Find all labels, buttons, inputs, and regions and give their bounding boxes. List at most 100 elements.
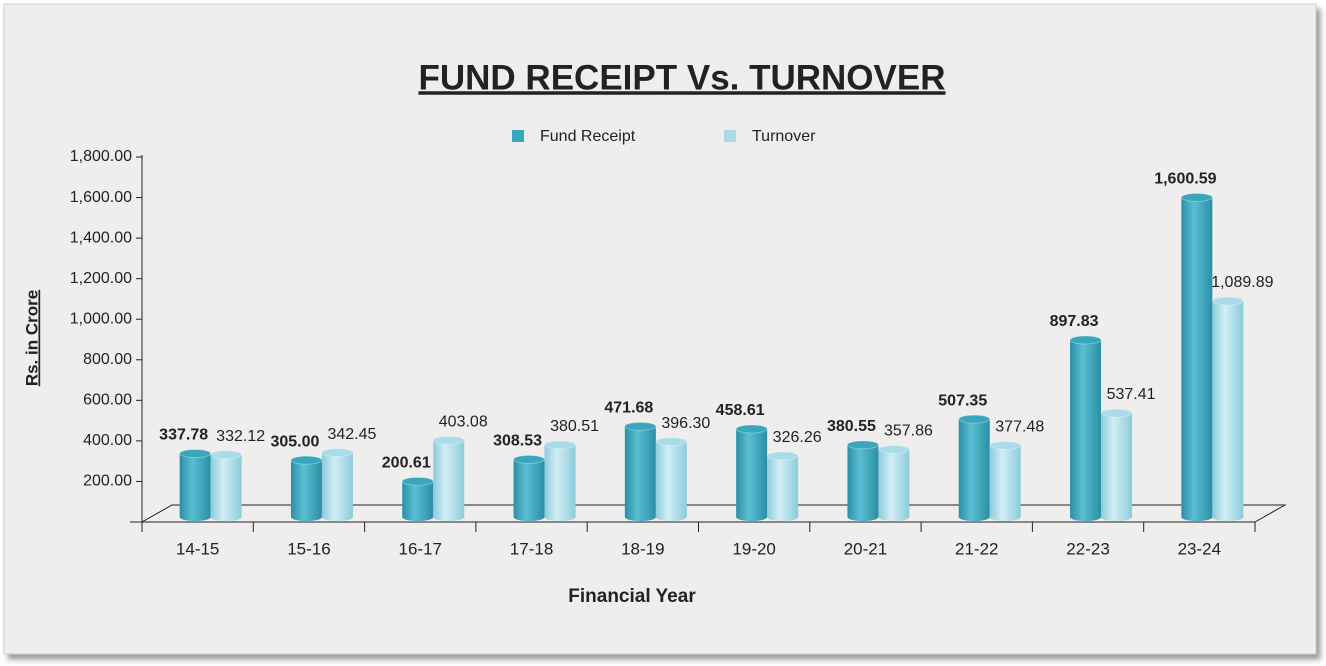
bar [878,449,910,517]
value-label: 403.08 [439,413,488,430]
value-label: 380.55 [827,418,876,435]
y-tick-label: 200.00 [83,473,132,490]
value-label: 537.41 [1107,386,1156,403]
x-axis-title: Financial Year [568,586,696,607]
bar [624,426,656,517]
bar [1101,413,1133,517]
value-label: 305.00 [270,433,319,450]
bar [290,460,322,517]
value-label: 342.45 [327,426,376,443]
value-label: 1,600.59 [1154,171,1216,188]
bar-cap [401,476,434,486]
bar [544,444,576,517]
x-tick-label: 23-24 [1178,539,1221,558]
bar [767,455,799,517]
bar-base [290,513,322,521]
bar-cap [432,435,465,445]
bar [1070,339,1102,517]
value-label: 326.26 [773,429,822,446]
bar [513,459,545,517]
bar-base [736,513,768,521]
bar [1181,197,1213,517]
panel [3,3,1317,655]
bar-base [513,513,545,521]
legend-swatch [512,130,524,142]
bar-base [433,513,465,521]
bar-cap [1100,408,1133,418]
bar-cap [655,437,688,447]
value-label: 1,089.89 [1211,274,1273,291]
value-label: 308.53 [493,433,542,450]
y-tick-label: 800.00 [83,351,132,368]
x-tick-label: 21-22 [955,539,998,558]
bar-cap [179,449,212,459]
bar-base [402,513,434,521]
bar [402,481,434,517]
chart-title: FUND RECEIPT Vs. TURNOVER [419,58,946,97]
bar-base [847,513,879,521]
legend-label: Fund Receipt [540,128,636,145]
bar-cap [544,440,577,450]
bar-cap [735,424,768,434]
x-tick-label: 15-16 [287,539,330,558]
bar-cap [321,448,354,458]
bar-cap [989,440,1022,450]
y-tick-label: 400.00 [83,432,132,449]
value-label: 200.61 [382,455,431,472]
y-tick-label: 1,600.00 [70,189,132,206]
bar [433,440,465,517]
x-tick-label: 17-18 [510,539,553,558]
value-label: 897.83 [1050,313,1099,330]
bar [210,454,242,517]
y-tick-label: 600.00 [83,392,132,409]
bar [958,419,990,517]
x-tick-label: 19-20 [732,539,775,558]
bar [321,452,353,517]
bar-base [210,513,242,521]
value-label: 396.30 [661,415,710,432]
bar-cap [290,455,323,465]
bar-base [989,513,1021,521]
x-tick-label: 18-19 [621,539,664,558]
bar-cap [210,450,243,460]
bar-cap [1211,296,1244,306]
value-label: 377.48 [995,419,1044,436]
y-tick-label: 1,200.00 [70,270,132,287]
y-tick-label: 1,400.00 [70,229,132,246]
bar-cap [513,454,546,464]
value-label: 507.35 [938,392,987,409]
bar-cap [1069,335,1102,345]
bar-base [624,513,656,521]
bar-base [878,513,910,521]
x-tick-label: 22-23 [1066,539,1109,558]
bar-base [321,513,353,521]
x-tick-label: 16-17 [399,539,442,558]
bar-base [1181,513,1213,521]
bar-base [544,513,576,521]
bar-cap [624,421,657,431]
bar-cap [846,440,879,450]
bar-base [958,513,990,521]
bar-base [767,513,799,521]
bar [655,441,687,517]
value-label: 337.78 [159,427,208,444]
bar [1212,300,1244,517]
bar-base [1101,513,1133,521]
y-tick-label: 1,800.00 [70,148,132,165]
bar-cap [766,451,799,461]
legend-swatch [724,130,736,142]
x-tick-label: 20-21 [844,539,887,558]
bar-base [179,513,211,521]
value-label: 471.68 [604,400,653,417]
y-tick-label: 1,000.00 [70,310,132,327]
bar-cap [877,444,910,454]
value-label: 458.61 [716,402,765,419]
bar-base [1070,513,1102,521]
bar [179,453,211,517]
bar [847,444,879,517]
x-tick-label: 14-15 [176,539,219,558]
bar-base [655,513,687,521]
legend-label: Turnover [752,128,816,145]
bar-cap [1180,192,1213,202]
